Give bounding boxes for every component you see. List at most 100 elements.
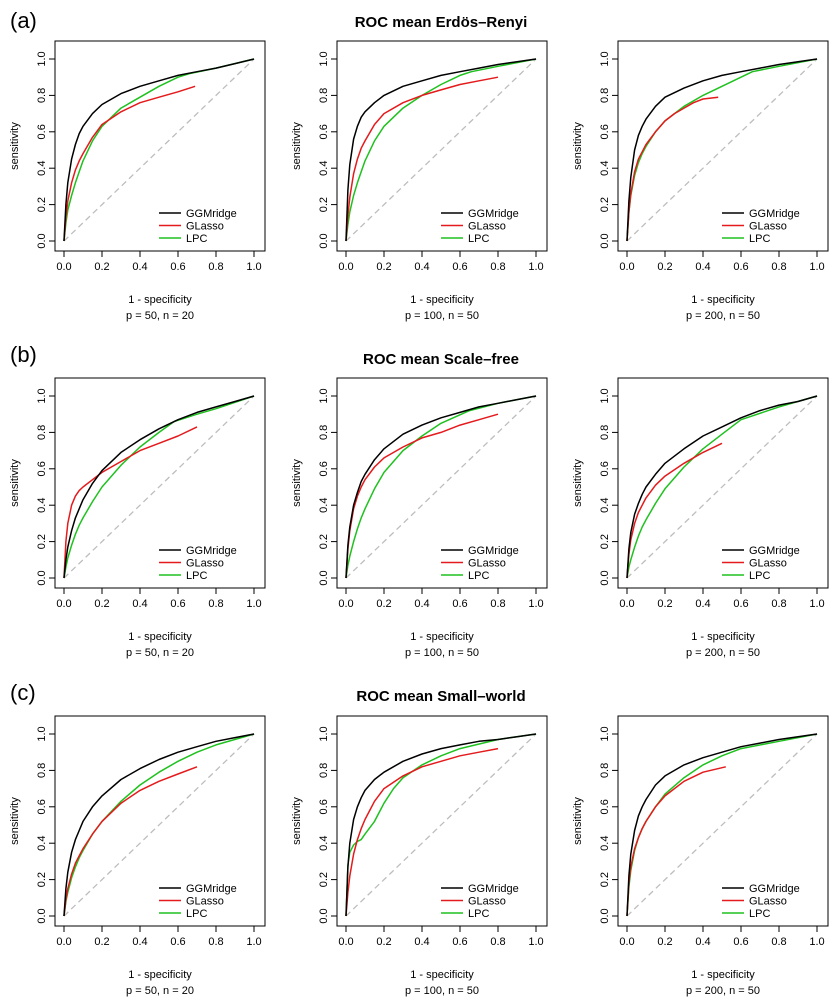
- x-tick-label: 0.0: [56, 261, 71, 273]
- legend-label: GLasso: [468, 221, 506, 233]
- legend-label: GLasso: [749, 221, 787, 233]
- y-tick-label: 0.6: [599, 799, 611, 814]
- roc-panel: 0.0 0.2 0.4 0.6 0.8 1.0 0.0 0.2 0.4 0.6 0.8 1.0 sens…: [291, 377, 548, 659]
- y-axis-label: sensitivity: [9, 459, 21, 507]
- y-tick-label: 0.0: [318, 570, 330, 585]
- series-line-glasso: [63, 426, 198, 579]
- legend-label: GGMridge: [468, 208, 519, 220]
- legend-label: GLasso: [468, 896, 506, 908]
- x-axis-label: 1 - specificity: [128, 294, 192, 306]
- y-axis-label: sensitivity: [572, 797, 584, 845]
- y-tick-label: 0.2: [318, 534, 330, 549]
- roc-panel: 0.0 0.2 0.4 0.6 0.8 1.0 0.0 0.2 0.4 0.6 0.8 1.0 sens…: [9, 377, 266, 659]
- y-tick-label: 1.0: [318, 726, 330, 741]
- x-tick-label: 0.8: [771, 261, 786, 273]
- x-tick-label: 1.0: [246, 598, 261, 610]
- y-tick-label: 1.0: [318, 388, 330, 403]
- y-tick-label: 0.8: [599, 425, 611, 440]
- y-tick-label: 0.2: [36, 534, 48, 549]
- row-title: ROC mean Small–world: [356, 688, 525, 705]
- roc-panel: 0.0 0.2 0.4 0.6 0.8 1.0 0.0 0.2 0.4 0.6 0.8 1.0 sens…: [291, 715, 548, 997]
- series-line-ggmridge: [63, 395, 255, 579]
- row-tag: (b): [10, 342, 37, 367]
- y-tick-label: 0.8: [36, 763, 48, 778]
- y-axis-label: sensitivity: [9, 122, 21, 170]
- x-tick-label: 0.6: [170, 936, 185, 948]
- x-tick-label: 0.8: [208, 936, 223, 948]
- x-tick-label: 0.2: [376, 598, 391, 610]
- x-tick-label: 0.8: [771, 936, 786, 948]
- x-tick-label: 0.6: [733, 598, 748, 610]
- roc-panel: 0.0 0.2 0.4 0.6 0.8 1.0 0.0 0.2 0.4 0.6 0.8 1.0 sens…: [572, 40, 829, 322]
- x-tick-label: 0.0: [619, 261, 634, 273]
- x-tick-label: 1.0: [809, 261, 824, 273]
- row-tag: (c): [10, 680, 36, 705]
- y-tick-label: 0.4: [599, 836, 611, 851]
- x-tick-label: 0.2: [657, 598, 672, 610]
- diagonal-reference-line: [626, 395, 818, 579]
- y-tick-label: 0.4: [36, 161, 48, 176]
- series-line-glasso: [345, 76, 499, 242]
- y-tick-label: 0.2: [599, 197, 611, 212]
- x-tick-label: 0.4: [132, 936, 147, 948]
- series-line-ggmridge: [345, 733, 537, 917]
- y-tick-label: 1.0: [318, 51, 330, 66]
- y-tick-label: 0.6: [318, 799, 330, 814]
- series-line-ggmridge: [626, 395, 818, 579]
- roc-panel: 0.0 0.2 0.4 0.6 0.8 1.0 0.0 0.2 0.4 0.6 0.8 1.0 sens…: [9, 40, 266, 322]
- y-tick-label: 0.8: [318, 425, 330, 440]
- panel-subtitle: p = 200, n = 50: [686, 647, 760, 659]
- y-tick-label: 0.0: [599, 908, 611, 923]
- diagonal-reference-line: [63, 733, 255, 917]
- x-tick-label: 1.0: [528, 936, 543, 948]
- x-tick-label: 0.0: [56, 936, 71, 948]
- panel-subtitle: p = 50, n = 20: [126, 310, 194, 322]
- legend-label: GLasso: [749, 896, 787, 908]
- y-tick-label: 0.8: [318, 763, 330, 778]
- x-tick-label: 0.6: [733, 261, 748, 273]
- panel-subtitle: p = 200, n = 50: [686, 985, 760, 997]
- x-tick-label: 0.2: [94, 598, 109, 610]
- legend-label: GGMridge: [749, 883, 800, 895]
- y-tick-label: 0.4: [36, 498, 48, 513]
- panel-subtitle: p = 100, n = 50: [405, 310, 479, 322]
- y-tick-label: 0.6: [599, 461, 611, 476]
- legend-label: GLasso: [749, 558, 787, 570]
- y-tick-label: 0.6: [599, 124, 611, 139]
- y-tick-label: 0.2: [36, 872, 48, 887]
- x-axis-label: 1 - specificity: [410, 631, 474, 643]
- series-line-lpc: [63, 395, 255, 579]
- diagonal-reference-line: [345, 395, 537, 579]
- row-c-group: (c) ROC mean Small–world: [10, 680, 526, 705]
- x-tick-label: 1.0: [528, 261, 543, 273]
- x-tick-label: 0.4: [695, 261, 710, 273]
- x-tick-label: 0.6: [452, 598, 467, 610]
- series-line-glasso: [345, 747, 499, 917]
- y-axis-label: sensitivity: [291, 459, 303, 507]
- legend-label: GGMridge: [468, 545, 519, 557]
- y-tick-label: 0.4: [318, 498, 330, 513]
- x-tick-label: 0.0: [619, 936, 634, 948]
- y-tick-label: 0.8: [599, 88, 611, 103]
- diagonal-reference-line: [345, 58, 537, 242]
- legend-label: GGMridge: [186, 883, 237, 895]
- y-tick-label: 0.2: [318, 197, 330, 212]
- y-tick-label: 0.8: [36, 425, 48, 440]
- x-tick-label: 0.6: [170, 598, 185, 610]
- y-tick-label: 0.4: [599, 498, 611, 513]
- series-line-ggmridge: [345, 395, 537, 579]
- y-tick-label: 0.8: [318, 88, 330, 103]
- x-tick-label: 0.6: [452, 936, 467, 948]
- series-line-lpc: [626, 395, 818, 579]
- y-tick-label: 1.0: [36, 726, 48, 741]
- x-tick-label: 0.4: [414, 261, 429, 273]
- y-tick-label: 0.4: [318, 836, 330, 851]
- x-tick-label: 0.2: [94, 261, 109, 273]
